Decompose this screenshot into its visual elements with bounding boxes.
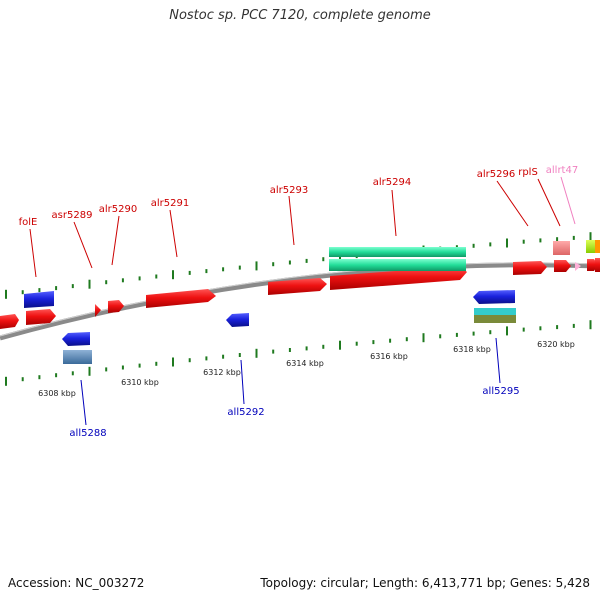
feature-block-pink[interactable] (553, 241, 570, 255)
gene-label-alr5294[interactable]: alr5294 (373, 177, 411, 188)
gene-label-all5292[interactable]: all5292 (227, 407, 264, 418)
gene-label-alr5293[interactable]: alr5293 (270, 185, 308, 196)
genome-summary-text: Topology: circular; Length: 6,413,771 bp… (260, 576, 590, 590)
gene-arrow[interactable] (146, 289, 216, 308)
gene-arrow[interactable] (226, 313, 249, 327)
genome-title: Nostoc sp. PCC 7120, complete genome (169, 8, 431, 23)
feature-blocks (329, 240, 600, 271)
accession-text: Accession: NC_003272 (8, 576, 145, 590)
gene-arrow[interactable] (26, 309, 56, 325)
gene-label-alr5291[interactable]: alr5291 (151, 198, 189, 209)
rna-arrow[interactable] (575, 262, 581, 271)
kbp-label: 6314 kbp (286, 359, 324, 368)
gene-block[interactable] (595, 258, 600, 272)
gene-label-alr5296[interactable]: alr5296 (477, 169, 515, 180)
kbp-label: 6316 kbp (370, 352, 408, 361)
feature-block-teal[interactable] (329, 259, 466, 271)
feature-block-teal[interactable] (329, 247, 466, 257)
feature-block-lime[interactable] (586, 240, 595, 253)
gene-arrow[interactable] (513, 261, 547, 275)
gene-label-all5288[interactable]: all5288 (69, 428, 106, 439)
reverse-strand-genes (24, 290, 516, 364)
lower-tick-track (5, 320, 592, 386)
reverse-gene-labels: all5288 all5292 all5295 (69, 386, 519, 439)
gene-arrow[interactable] (268, 278, 327, 295)
kbp-label: 6310 kbp (121, 378, 159, 387)
gene-label-asr5289[interactable]: asr5289 (52, 210, 93, 221)
forward-gene-labels: folE asr5289 alr5290 alr5291 alr5293 alr… (19, 165, 579, 228)
gene-label-all5295[interactable]: all5295 (482, 386, 519, 397)
kbp-label: 6320 kbp (537, 340, 575, 349)
gene-arrow[interactable] (24, 291, 54, 308)
kbp-label: 6312 kbp (203, 368, 241, 377)
reverse-leader-lines (80, 337, 501, 426)
forward-leader-lines (29, 176, 576, 278)
kbp-label: 6308 kbp (38, 389, 76, 398)
feature-block-orange[interactable] (595, 240, 600, 253)
gene-arrow[interactable] (473, 290, 515, 304)
kbp-scale-labels: 6308 kbp 6310 kbp 6312 kbp 6314 kbp 6316… (38, 340, 575, 398)
gene-label-allrt47[interactable]: allrt47 (546, 165, 578, 176)
gene-arrow[interactable] (95, 304, 101, 317)
gene-label-folE[interactable]: folE (19, 217, 38, 228)
kbp-label: 6318 kbp (453, 345, 491, 354)
gene-block-steel[interactable] (63, 350, 92, 364)
gene-block-olive[interactable] (474, 315, 516, 323)
gene-arrow[interactable] (554, 260, 571, 272)
gene-arrow[interactable] (0, 314, 19, 329)
gene-label-rplS[interactable]: rplS (518, 167, 538, 178)
gene-label-alr5290[interactable]: alr5290 (99, 204, 137, 215)
gene-arrow[interactable] (108, 300, 124, 313)
forward-strand-genes (0, 258, 600, 329)
gene-arrow[interactable] (62, 332, 90, 346)
gene-arrow[interactable] (330, 266, 467, 290)
gene-block-cyan[interactable] (474, 308, 516, 315)
